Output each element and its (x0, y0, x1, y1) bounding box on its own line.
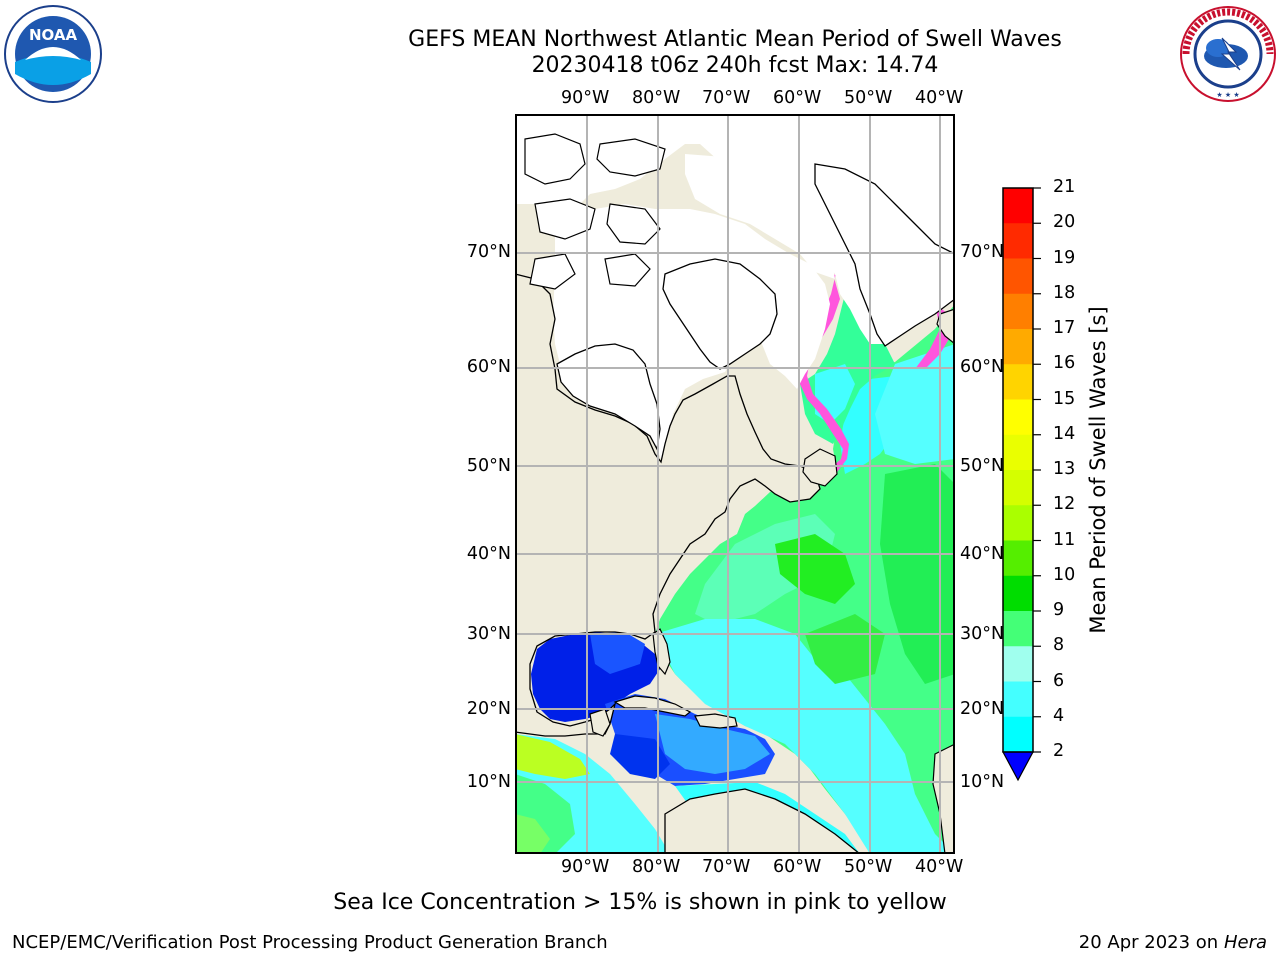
colorbar-tick-label: 15 (1053, 388, 1076, 409)
lon-label-bottom-90w: 90°W (561, 857, 610, 877)
title-line-2: 20230418 t06z 240h fcst Max: 14.74 (531, 53, 939, 78)
colorbar-band (1003, 258, 1033, 295)
sea-ice-footnote: Sea Ice Concentration > 15% is shown in … (333, 890, 947, 915)
colorbar-band (1003, 293, 1033, 330)
colorbar (1001, 187, 1041, 782)
credit-date-text: 20 Apr 2023 on (1078, 932, 1219, 953)
colorbar-band (1003, 505, 1033, 541)
colorbar-band (1003, 611, 1033, 647)
lat-label-right-30n: 30°N (960, 624, 1005, 644)
lon-label-bottom-70w: 70°W (702, 857, 751, 877)
colorbar-extend-triangle (1001, 751, 1035, 782)
colorbar-tick-label: 14 (1053, 423, 1076, 444)
noaa-logo: NOAA (4, 5, 102, 103)
colorbar-band (1003, 470, 1033, 506)
lon-label-top-90w: 90°W (561, 88, 610, 108)
hispaniola (694, 713, 738, 729)
colorbar-tick-label: 9 (1053, 600, 1065, 620)
colorbar-tick-label: 13 (1053, 459, 1076, 479)
colorbar-tick-label: 11 (1053, 529, 1076, 550)
lat-label-left-60n: 60°N (466, 357, 511, 377)
map-frame (515, 114, 955, 854)
colorbar-band (1003, 434, 1033, 471)
lon-label-top-80w: 80°W (632, 88, 681, 108)
lon-label-top-50w: 50°W (844, 88, 893, 108)
colorbar-tick-label: 16 (1053, 353, 1076, 374)
lat-label-right-60n: 60°N (960, 357, 1005, 377)
colorbar-band (1003, 646, 1033, 682)
lat-label-right-50n: 50°N (960, 456, 1005, 476)
hudson-bay-outline (556, 343, 661, 452)
colorbar-band (1003, 716, 1033, 753)
lat-label-left-40n: 40°N (466, 544, 511, 564)
lat-label-left-30n: 30°N (466, 624, 511, 644)
lon-label-top-60w: 60°W (773, 88, 822, 108)
colorbar-tick-label: 6 (1053, 670, 1065, 691)
lat-label-right-40n: 40°N (960, 544, 1005, 564)
colorbar-band (1003, 399, 1033, 436)
lon-label-bottom-80w: 80°W (632, 857, 681, 877)
colorbar-tick-label: 17 (1053, 318, 1076, 338)
lon-label-bottom-60w: 60°W (773, 857, 822, 877)
colorbar-label: Mean Period of Swell Waves [s] (1086, 306, 1110, 634)
nws-logo: ★ ★ ★ (1180, 6, 1276, 102)
colorbar-band (1003, 364, 1033, 400)
lon-label-bottom-50w: 50°W (844, 857, 893, 877)
colorbar-tick-label: 20 (1053, 212, 1076, 233)
lat-label-left-20n: 20°N (466, 699, 511, 719)
north-america-land (515, 273, 821, 737)
credit-branch: NCEP/EMC/Verification Post Processing Pr… (12, 932, 608, 953)
colorbar-tick-label: 19 (1053, 247, 1076, 268)
greenland-land (814, 163, 955, 347)
colorbar-tick-label: 18 (1053, 282, 1076, 303)
lat-label-left-70n: 70°N (466, 242, 511, 262)
lat-label-right-10n: 10°N (960, 772, 1005, 792)
newfoundland (802, 448, 838, 487)
africa-land (932, 743, 955, 854)
colorbar-tick-label: 21 (1053, 177, 1076, 197)
lon-label-top-70w: 70°W (702, 88, 751, 108)
lat-label-left-50n: 50°N (466, 456, 511, 476)
colorbar-tick-label: 8 (1053, 635, 1065, 656)
colorbar-band (1003, 188, 1033, 224)
iceland (936, 308, 955, 345)
map-panel (515, 114, 955, 854)
noaa-logo-text: NOAA (29, 26, 78, 44)
colorbar-band (1003, 540, 1033, 577)
colorbar-band (1003, 575, 1033, 612)
lon-label-top-40w: 40°W (915, 88, 964, 108)
svg-text:★ ★ ★: ★ ★ ★ (1216, 91, 1239, 99)
map-canvas (515, 114, 955, 854)
colorbar-tick-label: 4 (1053, 705, 1065, 726)
arctic-islands (524, 133, 666, 290)
title-line-1: GEFS MEAN Northwest Atlantic Mean Period… (408, 27, 1062, 52)
lat-label-left-10n: 10°N (466, 772, 511, 792)
chart-title: GEFS MEAN Northwest Atlantic Mean Period… (285, 27, 1185, 79)
colorbar-tick-label: 10 (1053, 564, 1076, 585)
colorbar-bands (1003, 188, 1033, 753)
lon-label-bottom-40w: 40°W (915, 857, 964, 877)
colorbar-band (1003, 681, 1033, 718)
credit-host: Hera (1223, 932, 1267, 953)
baffin-island (662, 258, 778, 370)
south-america-land (664, 788, 862, 854)
lat-label-right-70n: 70°N (960, 242, 1005, 262)
colorbar-tick-label: 2 (1053, 741, 1065, 761)
lat-label-right-20n: 20°N (960, 699, 1005, 719)
colorbar-band (1003, 329, 1033, 365)
colorbar-tick-label: 12 (1053, 494, 1076, 515)
graticule (515, 114, 955, 854)
credit-date: 20 Apr 2023 on Hera (1079, 932, 1267, 953)
colorbar-band (1003, 223, 1033, 259)
